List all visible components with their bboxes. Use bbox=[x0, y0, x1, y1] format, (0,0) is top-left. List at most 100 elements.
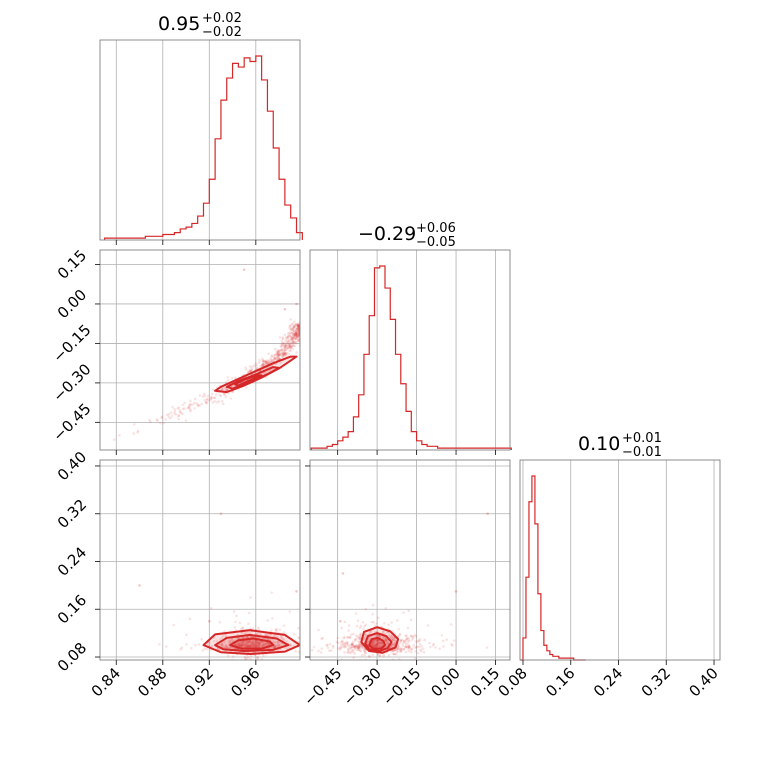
sample-point bbox=[341, 572, 345, 575]
sample-point bbox=[275, 352, 278, 355]
sample-point bbox=[306, 330, 309, 333]
sample-point bbox=[336, 647, 340, 650]
sample-point bbox=[246, 631, 250, 635]
sample-point bbox=[224, 644, 228, 647]
sample-point bbox=[297, 334, 300, 338]
sample-point bbox=[294, 337, 297, 341]
sample-point bbox=[351, 643, 355, 647]
sample-point bbox=[303, 334, 306, 337]
sample-point bbox=[296, 329, 300, 333]
sample-point bbox=[364, 607, 368, 611]
sample-point bbox=[262, 642, 266, 646]
y-tick-label: 0.24 bbox=[54, 543, 90, 579]
sample-point bbox=[171, 405, 174, 409]
sample-point bbox=[181, 407, 185, 411]
sample-point bbox=[164, 418, 167, 421]
sample-point bbox=[226, 654, 230, 657]
sample-point bbox=[416, 639, 420, 643]
sample-point bbox=[296, 335, 299, 339]
sample-point bbox=[390, 637, 394, 641]
sample-point bbox=[255, 639, 258, 643]
sample-point bbox=[287, 345, 291, 348]
sample-point bbox=[291, 331, 294, 334]
sample-point bbox=[363, 636, 367, 640]
sample-point bbox=[283, 342, 287, 346]
sample-point bbox=[370, 642, 374, 646]
sample-point bbox=[195, 402, 198, 405]
sample-point bbox=[377, 635, 381, 638]
sample-point bbox=[294, 340, 298, 344]
sample-point bbox=[252, 640, 256, 644]
sample-point bbox=[360, 646, 364, 650]
sample-point bbox=[405, 634, 408, 637]
sample-point bbox=[384, 638, 387, 642]
sample-point bbox=[343, 641, 347, 645]
sample-point bbox=[343, 643, 347, 646]
sample-point bbox=[201, 395, 205, 398]
sample-point bbox=[357, 645, 361, 649]
sample-point bbox=[257, 642, 260, 645]
sample-point bbox=[294, 332, 297, 336]
sample-point bbox=[256, 632, 260, 635]
sample-point bbox=[253, 364, 257, 368]
x-tick-label: −0.45 bbox=[300, 664, 345, 709]
sample-point bbox=[284, 336, 288, 339]
sample-point bbox=[261, 361, 265, 365]
sample-point bbox=[177, 414, 180, 418]
sample-point bbox=[416, 640, 419, 644]
sample-point bbox=[276, 353, 279, 356]
sample-point bbox=[392, 642, 395, 646]
sample-point bbox=[296, 324, 300, 328]
sample-point bbox=[305, 322, 308, 325]
sample-point bbox=[160, 415, 164, 419]
sample-point bbox=[299, 324, 300, 328]
sample-point bbox=[253, 643, 256, 647]
sample-point bbox=[269, 633, 272, 637]
sample-point bbox=[356, 635, 359, 639]
sample-point bbox=[320, 647, 324, 650]
sample-point bbox=[378, 654, 382, 658]
sample-point bbox=[354, 634, 358, 638]
sample-point bbox=[211, 401, 215, 404]
sample-point bbox=[249, 369, 252, 373]
sample-point bbox=[340, 639, 344, 643]
sample-point bbox=[246, 644, 249, 647]
sample-point bbox=[242, 641, 246, 644]
sample-point bbox=[358, 646, 361, 650]
sample-point bbox=[301, 328, 304, 331]
sample-point bbox=[225, 388, 229, 392]
sample-point bbox=[198, 404, 201, 407]
sample-point bbox=[302, 326, 305, 329]
sample-point bbox=[251, 640, 255, 643]
sample-point bbox=[300, 324, 303, 327]
sample-point bbox=[276, 644, 280, 648]
sample-point bbox=[220, 636, 223, 640]
sample-point bbox=[255, 367, 258, 370]
sample-point bbox=[386, 641, 390, 644]
sample-point bbox=[329, 649, 333, 652]
sample-point bbox=[325, 644, 329, 647]
sample-point bbox=[289, 328, 293, 331]
y-tick-label: −0.30 bbox=[49, 360, 94, 405]
sample-point bbox=[287, 334, 291, 338]
sample-point bbox=[294, 333, 298, 337]
sample-point bbox=[294, 650, 297, 653]
param-title-plus-0: +0.02 bbox=[202, 11, 242, 26]
sample-point bbox=[296, 327, 299, 331]
sample-point bbox=[275, 628, 278, 631]
sample-point bbox=[402, 639, 406, 643]
sample-point bbox=[244, 640, 248, 643]
sample-point bbox=[358, 635, 361, 639]
sample-point bbox=[301, 330, 304, 333]
sample-point bbox=[293, 325, 296, 329]
sample-point bbox=[293, 333, 297, 337]
x-tick-label: −0.30 bbox=[340, 664, 385, 709]
sample-point bbox=[301, 325, 304, 328]
sample-point bbox=[241, 640, 244, 644]
sample-point bbox=[291, 338, 295, 342]
sample-point bbox=[287, 646, 291, 649]
sample-point bbox=[261, 357, 264, 360]
sample-point bbox=[238, 621, 242, 625]
sample-point bbox=[354, 644, 357, 648]
sample-point bbox=[349, 633, 353, 636]
